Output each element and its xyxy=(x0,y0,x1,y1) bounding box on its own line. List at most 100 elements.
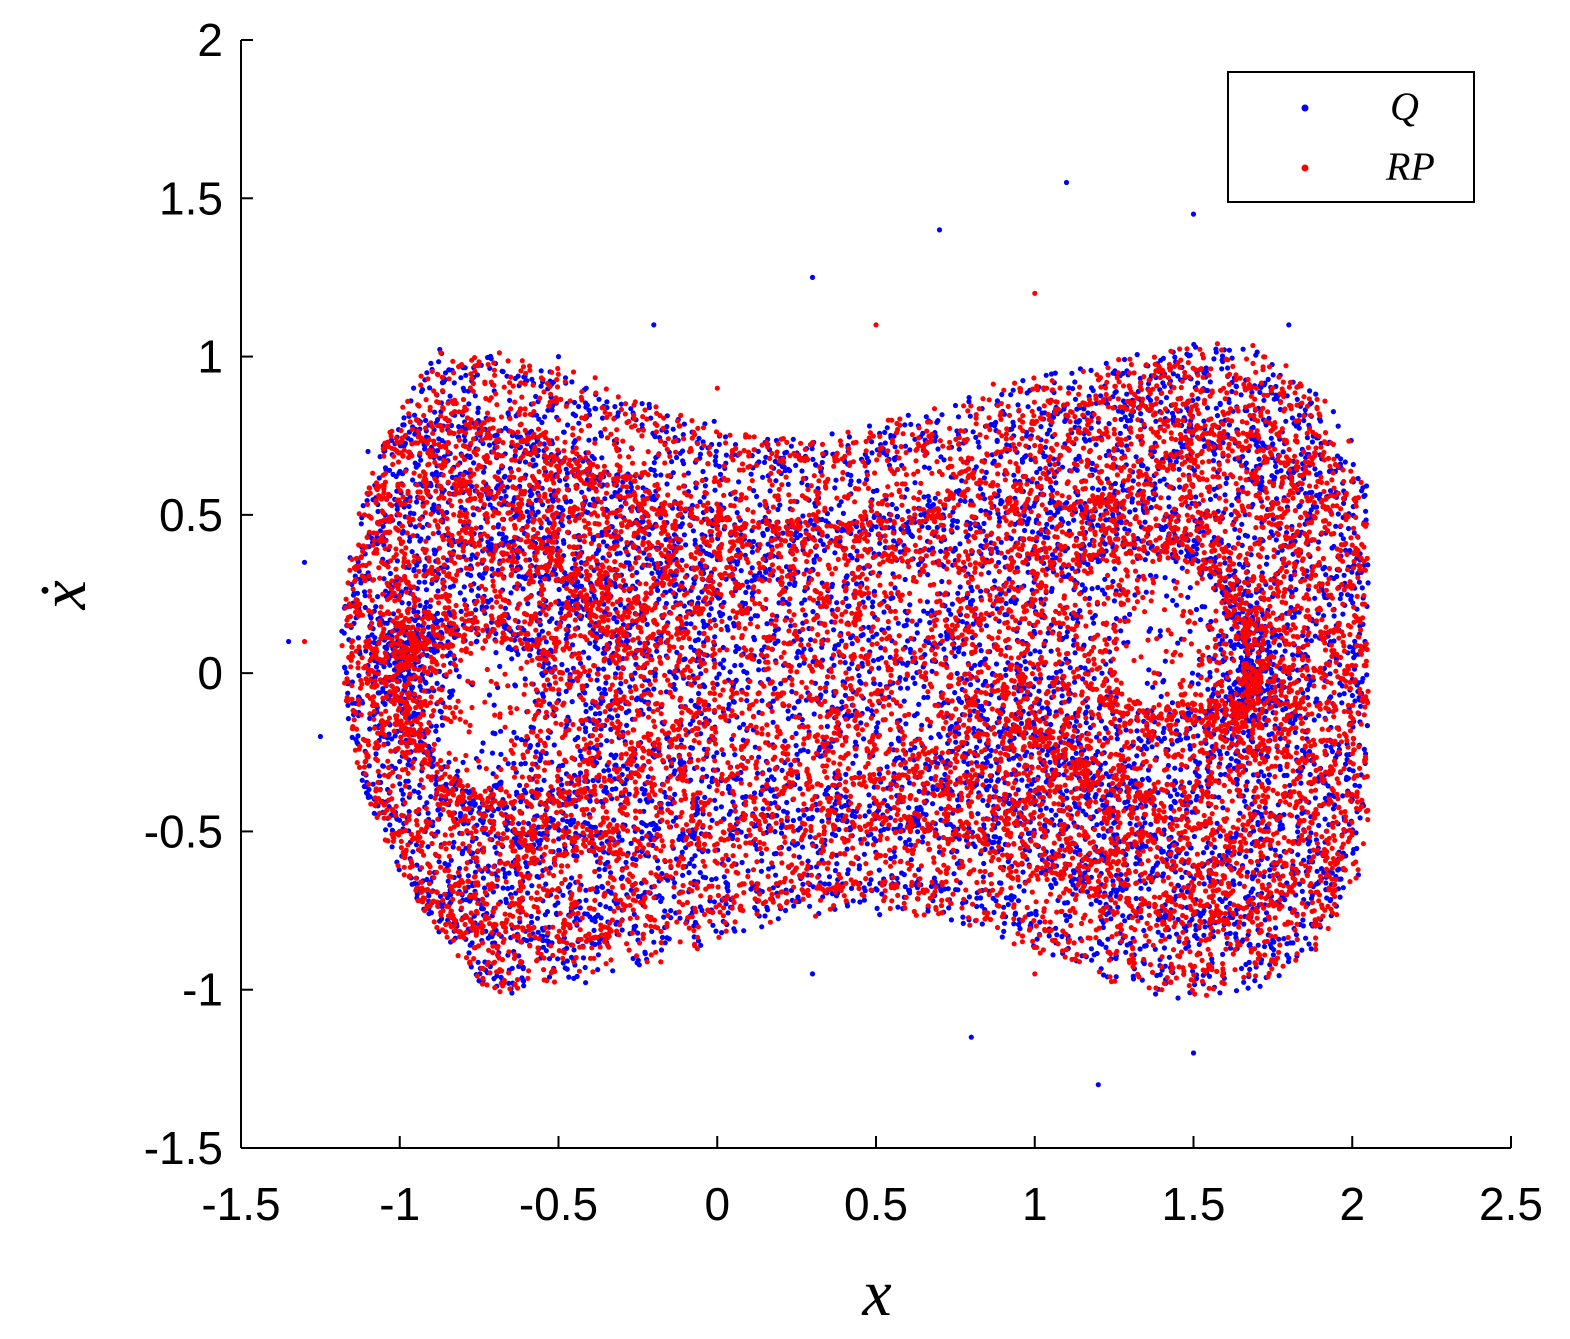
data-point xyxy=(366,763,372,769)
data-point xyxy=(604,738,610,744)
data-point xyxy=(751,790,758,796)
data-point xyxy=(948,917,955,923)
data-point xyxy=(466,401,472,407)
data-point xyxy=(856,673,862,679)
data-point xyxy=(775,916,781,922)
data-point xyxy=(991,909,997,916)
data-point xyxy=(1306,941,1312,947)
data-point xyxy=(422,604,428,610)
data-point xyxy=(875,720,881,726)
data-points xyxy=(286,179,1371,1088)
data-point xyxy=(491,976,497,982)
data-point xyxy=(932,495,938,501)
data-point xyxy=(435,737,441,743)
data-point xyxy=(910,675,916,681)
data-point xyxy=(1153,418,1159,424)
data-point xyxy=(1112,566,1118,572)
data-point xyxy=(679,849,685,855)
data-point xyxy=(639,422,645,428)
data-point xyxy=(524,938,530,944)
data-point xyxy=(988,763,994,769)
data-point xyxy=(1342,459,1348,465)
data-point xyxy=(725,910,731,916)
data-point xyxy=(577,905,583,911)
data-point xyxy=(1089,460,1095,466)
data-point xyxy=(797,816,803,822)
data-point xyxy=(980,797,986,804)
data-point xyxy=(1196,773,1202,780)
data-point xyxy=(432,409,438,415)
data-point xyxy=(587,798,593,804)
data-point xyxy=(706,551,712,558)
data-point xyxy=(1209,850,1215,856)
data-point xyxy=(560,892,566,898)
data-point xyxy=(387,662,393,668)
data-point xyxy=(1284,941,1290,947)
data-point xyxy=(920,834,926,840)
data-point xyxy=(1158,399,1164,405)
data-point xyxy=(832,485,838,491)
data-point xyxy=(1127,611,1133,618)
data-point xyxy=(1189,670,1196,676)
data-point xyxy=(998,539,1004,545)
data-point xyxy=(547,618,553,625)
data-point xyxy=(423,599,430,606)
data-point xyxy=(1091,620,1097,626)
data-point xyxy=(502,605,508,611)
data-point xyxy=(1352,652,1359,658)
data-point xyxy=(564,958,570,964)
data-point xyxy=(688,621,694,627)
data-point xyxy=(520,966,526,972)
data-point xyxy=(800,513,806,519)
data-point xyxy=(1026,516,1032,522)
data-point xyxy=(1133,861,1139,867)
data-point xyxy=(1166,504,1172,510)
data-point xyxy=(795,807,801,813)
data-point xyxy=(819,818,825,824)
data-point xyxy=(1238,965,1245,972)
data-point xyxy=(358,521,364,527)
data-point xyxy=(1307,388,1313,394)
data-point xyxy=(981,475,988,481)
data-point xyxy=(1101,833,1107,839)
data-point xyxy=(1064,788,1070,794)
data-point xyxy=(579,489,585,495)
data-point xyxy=(1154,972,1160,979)
data-point xyxy=(639,820,645,826)
data-point xyxy=(846,434,853,440)
data-point xyxy=(1046,933,1052,939)
data-point xyxy=(904,486,910,492)
data-point xyxy=(1005,859,1011,865)
data-point xyxy=(1226,347,1232,353)
data-point xyxy=(1160,355,1166,361)
data-point xyxy=(341,664,348,670)
data-point xyxy=(1337,692,1343,698)
data-point xyxy=(1349,692,1355,699)
data-point xyxy=(866,458,872,464)
data-point xyxy=(476,764,482,770)
data-point xyxy=(445,878,451,884)
data-point xyxy=(1053,480,1059,486)
data-point xyxy=(1257,983,1263,989)
data-point xyxy=(393,473,399,480)
data-point xyxy=(373,664,380,670)
data-point xyxy=(748,471,754,477)
data-point xyxy=(411,511,417,517)
data-point xyxy=(824,533,830,539)
data-point xyxy=(905,508,911,514)
data-point xyxy=(866,423,873,429)
data-point xyxy=(695,595,702,601)
data-point xyxy=(787,581,793,587)
data-point xyxy=(791,705,797,711)
data-point xyxy=(766,866,772,872)
data-point xyxy=(912,480,918,486)
data-point xyxy=(559,661,565,668)
data-point xyxy=(831,662,837,668)
data-point xyxy=(995,777,1002,783)
data-point xyxy=(644,621,650,628)
data-point xyxy=(779,767,785,774)
data-point xyxy=(439,722,445,728)
data-point xyxy=(720,751,727,758)
data-point xyxy=(852,814,858,820)
data-point xyxy=(475,959,481,965)
